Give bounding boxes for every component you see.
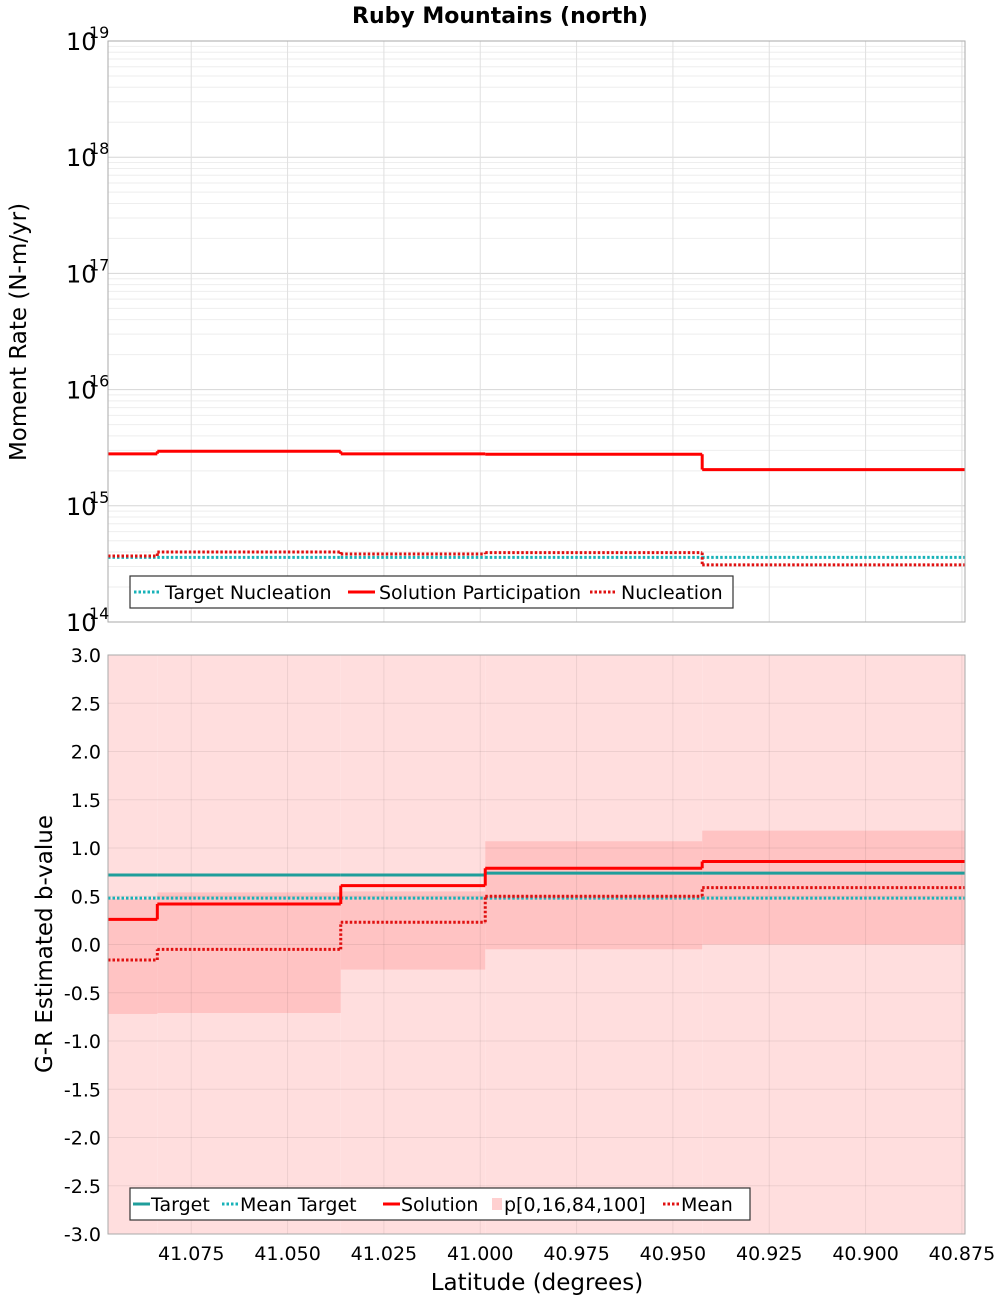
y-tick-label: -0.5 [64,983,101,1005]
b-value-y-label: G-R Estimated b-value [32,815,58,1073]
y-tick-label: -3.0 [64,1224,101,1246]
legend-nucleation-label: Nucleation [621,582,723,604]
legend-solution-participation-label: Solution Participation [379,582,581,604]
y-tick-label: -1.5 [64,1079,101,1101]
legend-solution-label: Solution [401,1194,478,1216]
x-tick-label: 41.025 [351,1243,417,1265]
x-tick-label: 41.075 [158,1243,224,1265]
chart-title: Ruby Mountains (north) [352,4,648,29]
legend-percentiles-label: p[0,16,84,100] [504,1194,646,1216]
plot-frame [107,654,966,1235]
plot-area [108,41,965,622]
legend-percentiles-swatch [492,1198,502,1210]
y-tick-label: 0.5 [71,886,101,908]
legend-target-label: Target [150,1194,210,1216]
y-tick-label: -2.0 [64,1128,101,1150]
y-tick-label: 10 [66,609,97,637]
band-inner [157,892,341,1014]
y-tick-label: 2.0 [71,742,101,764]
y-tick-label: -1.0 [64,1031,101,1053]
y-tick-exponent: 19 [89,23,109,42]
legend-mean-label: Mean [681,1194,733,1216]
y-tick-label: 10 [66,493,97,521]
y-tick-label: -2.5 [64,1176,101,1198]
y-tick-label: 1.0 [71,838,101,860]
legend-box [129,575,734,609]
band-inner [108,899,158,1014]
x-tick-label: 40.900 [832,1243,898,1265]
y-tick-label: 10 [66,144,97,172]
legend-target-nucleation-label: Target Nucleation [164,582,332,604]
y-tick-exponent: 15 [89,488,109,507]
x-tick-label: 41.050 [254,1243,320,1265]
y-tick-label: 10 [66,377,97,405]
y-tick-label: 10 [66,260,97,288]
legend-mean-target-label: Mean Target [240,1194,357,1216]
b-value-legend: Target Mean Target Solution p[0,16,84,100] M… [129,1187,751,1221]
x-tick-label: 41.000 [447,1243,513,1265]
y-tick-label: 0.0 [71,935,101,957]
band-inner [340,891,486,970]
y-tick-label: 10 [66,28,97,56]
y-tick-label: 1.5 [71,790,101,812]
y-tick-label: 2.5 [71,693,101,715]
b-value-panel: 3.0 2.5 2.0 1.5 1.0 0.5 0.0 -0.5 -1.0 -1.5 -2.0 -2.… [64,645,995,1265]
plot-frame [107,40,966,623]
x-tick-label: 40.975 [543,1243,609,1265]
x-tick-label: 40.925 [736,1243,802,1265]
y-tick-exponent: 14 [89,604,109,623]
x-axis-label: Latitude (degrees) [431,1270,644,1296]
y-tick-exponent: 18 [89,139,109,158]
x-tick-label: 40.875 [929,1243,995,1265]
x-tick-label: 40.950 [640,1243,706,1265]
moment-rate-y-label: Moment Rate (N-m/yr) [6,203,32,461]
y-tick-exponent: 17 [89,255,109,274]
y-tick-label: 3.0 [71,645,101,667]
moment-rate-legend: Target Nucleation Solution Participation N… [129,575,734,609]
y-tick-exponent: 16 [89,372,109,391]
